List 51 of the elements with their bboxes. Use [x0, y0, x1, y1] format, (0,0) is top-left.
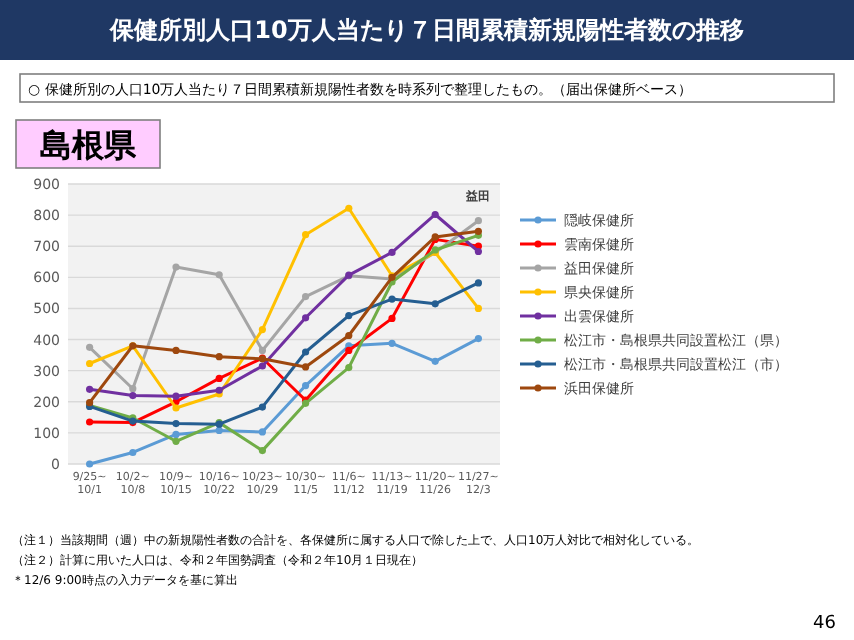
- point: [431, 210, 439, 219]
- point: [86, 460, 94, 468]
- point: [215, 271, 223, 279]
- point: [86, 359, 94, 368]
- point: [172, 404, 180, 412]
- point: [302, 293, 310, 301]
- point: [258, 362, 266, 370]
- point: [302, 231, 310, 239]
- point: [258, 326, 266, 334]
- point: [388, 339, 396, 347]
- point: [172, 263, 180, 271]
- point: [474, 247, 482, 256]
- point: [86, 418, 94, 426]
- point: [86, 343, 94, 351]
- point: [474, 304, 482, 313]
- point: [215, 353, 223, 361]
- point: [474, 217, 482, 225]
- point: [172, 392, 180, 400]
- point: [345, 312, 353, 320]
- point: [258, 403, 266, 411]
- point: [345, 363, 353, 372]
- point: [388, 295, 396, 303]
- point: [302, 382, 310, 390]
- point: [172, 419, 180, 428]
- point: [86, 385, 94, 393]
- point: [258, 447, 266, 455]
- text: 島根県: [40, 126, 138, 164]
- point: [474, 279, 482, 287]
- point: [302, 348, 310, 356]
- point: [431, 357, 439, 365]
- point: [345, 346, 353, 355]
- point: [172, 437, 180, 445]
- point: [345, 204, 353, 212]
- point: [388, 248, 396, 257]
- point: [129, 448, 137, 457]
- point: [302, 363, 310, 371]
- point: [302, 314, 310, 322]
- point: [388, 314, 396, 322]
- point: [215, 426, 223, 434]
- point: [172, 346, 180, 355]
- text: 46: [813, 614, 837, 634]
- point: [129, 391, 137, 400]
- point: [345, 331, 353, 340]
- point: [258, 428, 266, 436]
- point: [215, 374, 223, 383]
- point: [172, 430, 180, 439]
- chart-title: 保健所別人口10万人当たり７日間累積新規陽性者数の推移: [108, 16, 744, 44]
- point: [258, 346, 266, 355]
- point: [129, 385, 137, 393]
- point: [431, 300, 439, 308]
- point: [474, 335, 482, 343]
